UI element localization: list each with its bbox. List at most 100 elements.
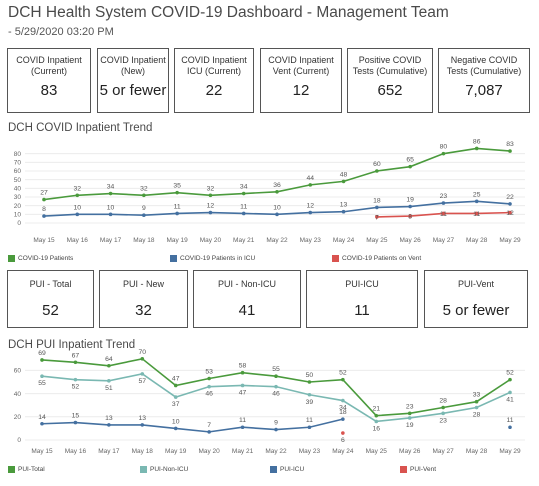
data-label-pui-vent: 6 [341, 437, 345, 444]
data-label-pui-icu: 14 [38, 414, 46, 421]
kpi-top-value: 5 or fewer [99, 82, 167, 99]
data-label-covid-19-patients-in-icu: 19 [406, 197, 414, 204]
kpi-pui-card-3: PUI - Non-ICU 41 [193, 270, 301, 328]
data-point-pui-non-icu [240, 383, 245, 388]
y-tick-label: 20 [14, 414, 22, 421]
data-point-pui-non-icu [173, 395, 178, 399]
data-label-covid-19-patients-in-icu: 10 [273, 204, 281, 211]
x-tick-label: May 19 [166, 237, 188, 244]
y-tick-label: 50 [14, 177, 22, 184]
data-label-pui-non-icu: 37 [172, 401, 180, 408]
data-point-pui-non-icu [474, 405, 479, 410]
dashboard-timestamp: - 5/29/2020 03:20 PM [8, 26, 114, 38]
data-label-covid-19-patients: 32 [207, 185, 215, 192]
data-point-covid-19-patients-on-vent [508, 210, 512, 215]
legend-swatch [8, 466, 15, 473]
data-point-covid-19-patients-in-icu [308, 210, 313, 215]
kpi-top-value: 22 [205, 82, 223, 99]
data-point-pui-vent [341, 431, 345, 435]
legend-label: PUI-Non-ICU [150, 466, 189, 473]
data-label-covid-19-patients: 27 [40, 190, 48, 197]
data-label-pui-total: 47 [172, 375, 180, 382]
dashboard-title: DCH Health System COVID-19 Dashboard - M… [8, 4, 449, 21]
y-tick-label: 60 [14, 168, 22, 175]
x-tick-label: May 16 [65, 448, 87, 455]
x-tick-label: May 21 [232, 448, 254, 455]
data-point-covid-19-patients [241, 191, 246, 196]
data-label-pui-icu: 13 [105, 415, 113, 422]
kpi-pui-value: 52 [42, 302, 59, 319]
data-point-covid-19-patients-in-icu [474, 199, 479, 204]
x-tick-label: May 25 [366, 448, 388, 455]
y-tick-label: 0 [17, 220, 21, 227]
x-tick-label: May 18 [132, 448, 154, 455]
data-label-covid-19-patients: 65 [406, 157, 414, 164]
kpi-top-value: 7,087 [465, 82, 503, 99]
data-point-covid-19-patients-on-vent [408, 214, 412, 218]
x-tick-label: May 29 [499, 448, 521, 455]
inpatient-trend-title: DCH COVID Inpatient Trend [8, 122, 153, 134]
data-label-pui-non-icu: 55 [38, 380, 46, 387]
data-label-pui-icu: 13 [139, 415, 147, 422]
data-label-pui-total: 52 [506, 370, 514, 377]
y-tick-label: 80 [14, 151, 22, 158]
legend-swatch [400, 466, 407, 473]
data-point-pui-icu [274, 427, 278, 432]
y-tick-label: 0 [17, 437, 21, 444]
data-point-pui-total [173, 383, 178, 388]
kpi-top-card-6: Negative COVID Tests (Cumulative) 7,087 [438, 48, 530, 113]
data-label-pui-total: 58 [239, 363, 247, 370]
data-point-covid-19-patients [308, 183, 313, 187]
data-point-covid-19-patients [75, 193, 80, 198]
legend-item: COVID-19 Patients [8, 255, 73, 262]
data-point-covid-19-patients-in-icu [408, 204, 412, 209]
data-label-covid-19-patients: 35 [173, 183, 181, 190]
kpi-pui-label: PUI - Total [29, 279, 72, 289]
series-line-pui-icu [41, 418, 344, 433]
x-tick-label: May 24 [333, 237, 355, 244]
data-label-pui-total: 67 [72, 352, 80, 359]
kpi-pui-value: 32 [135, 302, 152, 319]
x-tick-label: May 19 [165, 448, 187, 455]
data-label-covid-19-patients-in-icu: 9 [142, 205, 146, 212]
data-label-pui-non-icu: 46 [272, 391, 280, 398]
data-label-covid-19-patients: 32 [140, 185, 148, 192]
data-label-pui-non-icu: 57 [139, 378, 147, 385]
data-point-covid-19-patients [441, 151, 446, 156]
data-label-pui-total: 23 [406, 403, 414, 410]
x-tick-label: May 23 [299, 448, 321, 455]
data-label-pui-icu: 11 [306, 417, 313, 424]
data-point-pui-non-icu [508, 390, 512, 395]
data-point-pui-non-icu [140, 372, 145, 376]
legend-swatch [170, 255, 177, 262]
kpi-top-card-2: COVID Inpatient (New) 5 or fewer [97, 48, 169, 113]
kpi-top-label: COVID Inpatient (New) [100, 55, 166, 76]
x-tick-label: May 28 [466, 237, 488, 244]
data-point-pui-icu [40, 421, 44, 426]
data-point-pui-icu [107, 423, 111, 427]
data-point-pui-icu [173, 426, 178, 431]
data-point-pui-non-icu [374, 419, 379, 424]
data-point-covid-19-patients-in-icu [208, 210, 213, 215]
data-label-pui-non-icu: 51 [105, 385, 113, 392]
data-point-covid-19-patients [474, 146, 479, 151]
data-label-covid-19-patients-in-icu: 25 [473, 191, 481, 198]
legend-label: COVID-19 Patients in ICU [180, 255, 256, 262]
data-label-pui-icu: 10 [172, 418, 180, 425]
data-point-pui-total [240, 370, 245, 375]
data-label-pui-total: 33 [473, 392, 481, 399]
data-point-pui-icu [207, 430, 211, 434]
data-label-pui-non-icu: 28 [473, 412, 481, 419]
x-tick-label: May 27 [432, 448, 454, 455]
data-label-covid-19-patients: 34 [240, 184, 248, 191]
legend-item: PUI-Vent [400, 466, 436, 473]
pui-trend-title: DCH PUI Inpatient Trend [8, 339, 136, 351]
kpi-top-label: Negative COVID Tests (Cumulative) [446, 55, 522, 76]
data-label-covid-19-patients-on-vent: 11 [473, 211, 480, 218]
data-point-pui-total [508, 377, 512, 382]
data-label-pui-non-icu: 19 [406, 422, 414, 429]
data-label-covid-19-patients-on-vent: 11 [440, 211, 447, 218]
kpi-pui-card-5: PUI-Vent 5 or fewer [424, 270, 528, 328]
y-tick-label: 30 [14, 194, 22, 201]
data-point-pui-total [107, 363, 111, 368]
